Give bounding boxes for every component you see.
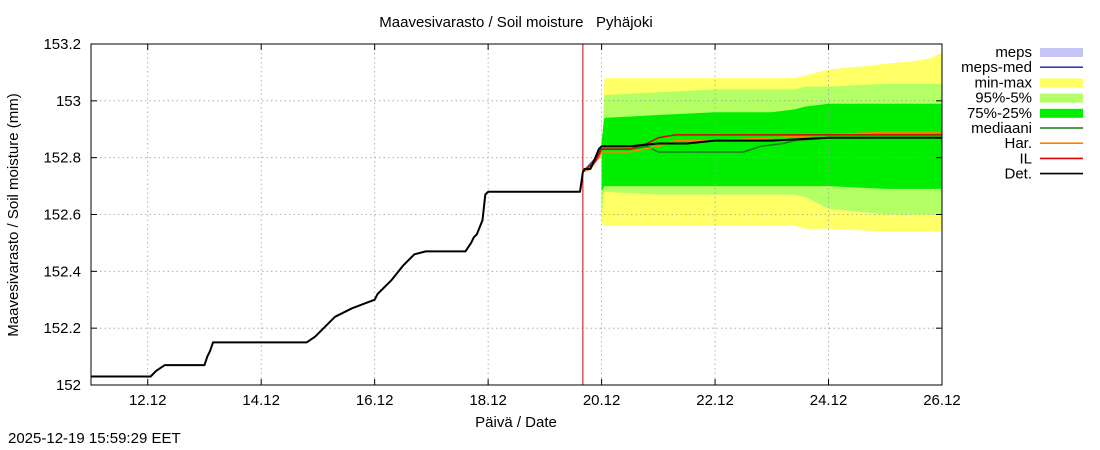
legend-swatch [1040,93,1083,103]
y-tick-label: 152.6 [43,207,81,224]
legend-item-har: Har. [1004,135,1083,152]
legend-label: meps [995,44,1032,61]
bands-layer [601,52,942,232]
legend-label: 75%-25% [967,105,1032,122]
legend-label: IL [1019,150,1032,167]
legend-item-75-25: 75%-25% [967,105,1083,122]
lines-layer [91,131,942,378]
legend-item-min-max: min-max [974,74,1083,91]
legend-label: mediaani [971,120,1032,137]
y-tick-label: 152.4 [43,263,81,280]
legend-label: 95%-5% [975,90,1032,107]
x-tick-label: 26.12 [923,392,961,409]
legend-label: meps-med [961,59,1032,76]
x-tick-label: 16.12 [356,392,394,409]
y-axis-label: Maavesivarasto / Soil moisture (mm) [5,93,22,336]
x-tick-label: 24.12 [810,392,848,409]
legend-label: Har. [1004,135,1032,152]
legend-item-meps-med: meps-med [961,59,1083,76]
legend-item-meps: meps [995,44,1083,61]
legend-swatch [1040,108,1083,118]
y-tick-label: 153 [56,93,81,110]
y-tick-label: 152.2 [43,320,81,337]
x-tick-label: 18.12 [469,392,507,409]
series-line-det [91,136,942,378]
x-tick-label: 22.12 [696,392,734,409]
x-tick-label: 12.12 [129,392,167,409]
legend-item-mediaani: mediaani [971,120,1083,137]
y-tick-label: 152.8 [43,150,81,167]
chart-title: Maavesivarasto / Soil moisture Pyhäjoki [379,14,652,31]
x-axis-label: Päivä / Date [475,414,557,431]
legend-item-det: Det. [1004,166,1083,183]
x-tick-label: 14.12 [242,392,280,409]
y-tick-label: 153.2 [43,36,81,53]
y-tick-label: 152 [56,377,81,394]
legend-item-il: IL [1019,150,1083,167]
legend-item-95-5: 95%-5% [975,90,1083,107]
legend-swatch [1040,78,1083,88]
timestamp: 2025-12-19 15:59:29 EET [8,430,181,447]
axes-layer: 12.12 14.12 16.12 18.12 20.12 22.12 24.12 26.12… [43,36,960,409]
x-tick-label: 20.12 [583,392,621,409]
grid-layer [91,44,942,385]
band-75-25 [601,103,942,192]
legend-label: min-max [974,74,1032,91]
legend-label: Det. [1004,166,1032,183]
legend-swatch [1040,48,1083,57]
legend-layer: mepsmeps-medmin-max95%-5%75%-25%mediaani… [961,44,1083,183]
